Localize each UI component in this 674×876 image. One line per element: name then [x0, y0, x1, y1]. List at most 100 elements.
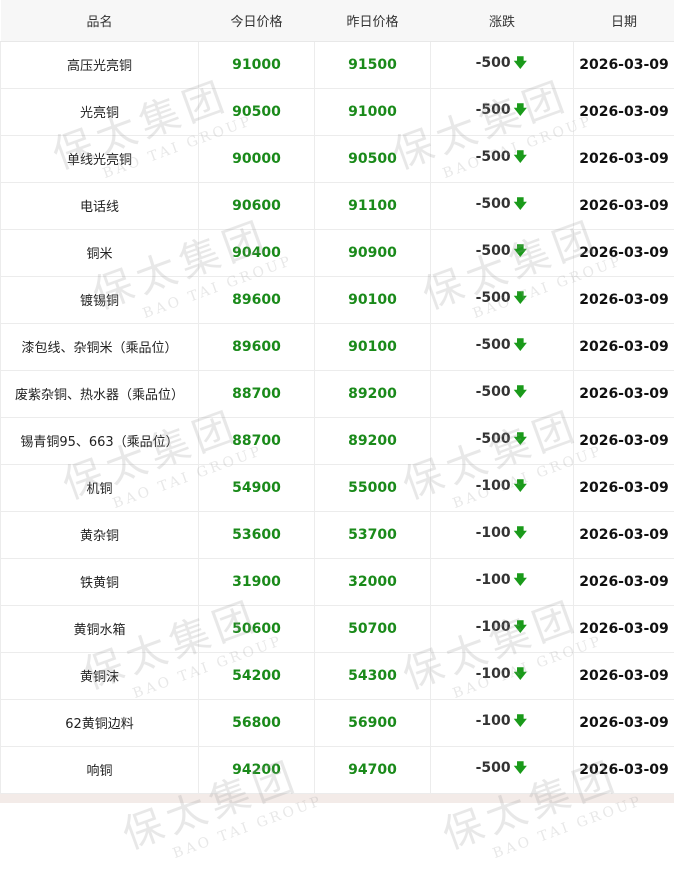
- product-name: 铁黄铜: [1, 558, 199, 605]
- yesterday-price: 90100: [315, 276, 431, 323]
- yesterday-price: 90500: [315, 135, 431, 182]
- yesterday-price: 53700: [315, 511, 431, 558]
- down-arrow-icon: 🡇: [514, 714, 527, 729]
- product-name: 漆包线、杂铜米（乘品位）: [1, 323, 199, 370]
- yesterday-price: 90100: [315, 323, 431, 370]
- today-price: 53600: [199, 511, 315, 558]
- table-row: 光亮铜 90500 91000 -500🡇 2026-03-09: [1, 88, 674, 135]
- today-price: 50600: [199, 605, 315, 652]
- table-row: 黄杂铜 53600 53700 -100🡇 2026-03-09: [1, 511, 674, 558]
- price-change: -500🡇: [431, 323, 574, 370]
- date: 2026-03-09: [574, 323, 674, 370]
- down-arrow-icon: 🡇: [514, 103, 527, 118]
- product-name: 镀锡铜: [1, 276, 199, 323]
- header-yesterday: 昨日价格: [315, 0, 431, 41]
- today-price: 89600: [199, 323, 315, 370]
- date: 2026-03-09: [574, 605, 674, 652]
- yesterday-price: 91000: [315, 88, 431, 135]
- change-value: -500: [476, 337, 511, 353]
- price-change: -500🡇: [431, 135, 574, 182]
- product-name: 高压光亮铜: [1, 41, 199, 88]
- down-arrow-icon: 🡇: [514, 291, 527, 306]
- header-today: 今日价格: [199, 0, 315, 41]
- down-arrow-icon: 🡇: [514, 56, 527, 71]
- today-price: 90000: [199, 135, 315, 182]
- product-name: 锡青铜95、663（乘品位）: [1, 417, 199, 464]
- watermark-en: BAO TAI GROUP: [171, 793, 325, 862]
- price-change: -500🡇: [431, 41, 574, 88]
- table-row: 电话线 90600 91100 -500🡇 2026-03-09: [1, 182, 674, 229]
- product-name: 黄铜沫: [1, 652, 199, 699]
- yesterday-price: 90900: [315, 229, 431, 276]
- yesterday-price: 94700: [315, 746, 431, 793]
- change-value: -500: [476, 760, 511, 776]
- table-row: 漆包线、杂铜米（乘品位） 89600 90100 -500🡇 2026-03-0…: [1, 323, 674, 370]
- price-change: -100🡇: [431, 652, 574, 699]
- price-table: 品名 今日价格 昨日价格 涨跌 日期 高压光亮铜 91000 91500 -50…: [0, 0, 674, 794]
- down-arrow-icon: 🡇: [514, 197, 527, 212]
- table-row: 黄铜水箱 50600 50700 -100🡇 2026-03-09: [1, 605, 674, 652]
- date: 2026-03-09: [574, 417, 674, 464]
- down-arrow-icon: 🡇: [514, 667, 527, 682]
- table-row: 废紫杂铜、热水器（乘品位） 88700 89200 -500🡇 2026-03-…: [1, 370, 674, 417]
- table-row: 机铜 54900 55000 -100🡇 2026-03-09: [1, 464, 674, 511]
- date: 2026-03-09: [574, 41, 674, 88]
- product-name: 废紫杂铜、热水器（乘品位）: [1, 370, 199, 417]
- down-arrow-icon: 🡇: [514, 479, 527, 494]
- change-value: -500: [476, 55, 511, 71]
- today-price: 90400: [199, 229, 315, 276]
- change-value: -100: [476, 572, 511, 588]
- today-price: 56800: [199, 699, 315, 746]
- price-change: -500🡇: [431, 370, 574, 417]
- down-arrow-icon: 🡇: [514, 432, 527, 447]
- today-price: 54200: [199, 652, 315, 699]
- table-row: 响铜 94200 94700 -500🡇 2026-03-09: [1, 746, 674, 793]
- product-name: 黄铜水箱: [1, 605, 199, 652]
- yesterday-price: 91100: [315, 182, 431, 229]
- table-row: 高压光亮铜 91000 91500 -500🡇 2026-03-09: [1, 41, 674, 88]
- down-arrow-icon: 🡇: [514, 620, 527, 635]
- down-arrow-icon: 🡇: [514, 244, 527, 259]
- change-value: -500: [476, 290, 511, 306]
- date: 2026-03-09: [574, 746, 674, 793]
- date: 2026-03-09: [574, 511, 674, 558]
- yesterday-price: 89200: [315, 370, 431, 417]
- today-price: 90600: [199, 182, 315, 229]
- bottom-strip: [0, 793, 674, 803]
- today-price: 91000: [199, 41, 315, 88]
- date: 2026-03-09: [574, 558, 674, 605]
- change-value: -500: [476, 196, 511, 212]
- date: 2026-03-09: [574, 182, 674, 229]
- product-name: 62黄铜边料: [1, 699, 199, 746]
- table-row: 镀锡铜 89600 90100 -500🡇 2026-03-09: [1, 276, 674, 323]
- today-price: 89600: [199, 276, 315, 323]
- product-name: 单线光亮铜: [1, 135, 199, 182]
- down-arrow-icon: 🡇: [514, 338, 527, 353]
- change-value: -500: [476, 149, 511, 165]
- change-value: -100: [476, 713, 511, 729]
- product-name: 黄杂铜: [1, 511, 199, 558]
- price-change: -500🡇: [431, 417, 574, 464]
- header-change: 涨跌: [431, 0, 574, 41]
- date: 2026-03-09: [574, 229, 674, 276]
- today-price: 88700: [199, 370, 315, 417]
- table-header: 品名 今日价格 昨日价格 涨跌 日期: [1, 0, 674, 41]
- watermark-en: BAO TAI GROUP: [491, 793, 645, 862]
- today-price: 31900: [199, 558, 315, 605]
- change-value: -100: [476, 478, 511, 494]
- down-arrow-icon: 🡇: [514, 150, 527, 165]
- yesterday-price: 56900: [315, 699, 431, 746]
- date: 2026-03-09: [574, 699, 674, 746]
- header-name: 品名: [1, 0, 199, 41]
- down-arrow-icon: 🡇: [514, 385, 527, 400]
- price-change: -500🡇: [431, 182, 574, 229]
- change-value: -100: [476, 525, 511, 541]
- date: 2026-03-09: [574, 135, 674, 182]
- date: 2026-03-09: [574, 88, 674, 135]
- down-arrow-icon: 🡇: [514, 526, 527, 541]
- price-change: -500🡇: [431, 746, 574, 793]
- date: 2026-03-09: [574, 276, 674, 323]
- table-row: 黄铜沫 54200 54300 -100🡇 2026-03-09: [1, 652, 674, 699]
- price-change: -100🡇: [431, 464, 574, 511]
- product-name: 响铜: [1, 746, 199, 793]
